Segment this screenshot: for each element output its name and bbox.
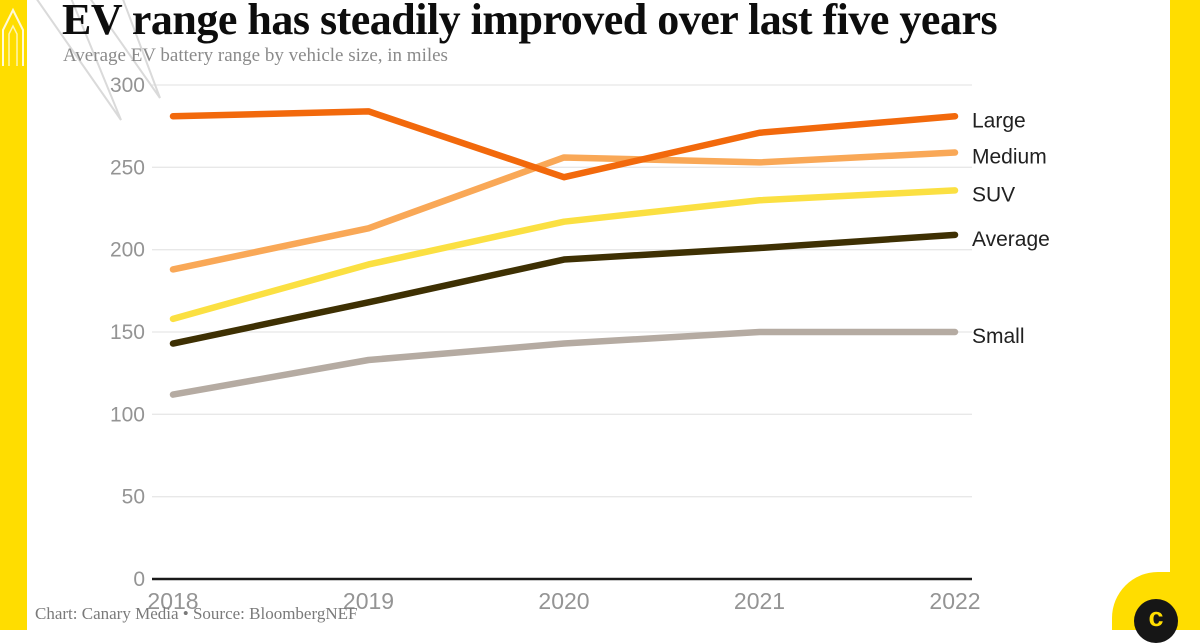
x-tick-label-2019: 2019 [343,588,394,614]
brand-arrow-trails-icon [2,0,161,121]
brand-bar-left [0,0,27,630]
y-tick-label-300: 300 [110,74,145,97]
legend-label-suv: SUV [972,183,1015,206]
series-line-small [169,328,959,398]
x-tick-label-2021: 2021 [734,588,785,614]
canary-media-logo[interactable]: c [1134,599,1178,643]
logo-letter: c [1148,602,1164,632]
legend-label-large: Large [972,109,1026,132]
y-tick-label-100: 100 [110,403,145,426]
series-line-suv [169,187,959,323]
x-tick-label-2020: 2020 [538,588,589,614]
y-tick-label-150: 150 [110,321,145,344]
chart-attribution: Chart: Canary Media • Source: BloombergN… [35,604,358,623]
y-tick-label-250: 250 [110,156,145,179]
x-tick-label-2018: 2018 [147,588,198,614]
series-line-large [169,108,959,181]
legend-label-small: Small [972,325,1025,348]
y-tick-label-0: 0 [133,568,145,591]
y-tick-label-200: 200 [110,239,145,262]
page-title: EV range has steadily improved over last… [62,0,998,44]
line-chart: 0 50 100 150 200 250 300 2018 2019 2020 2021 2022 La… [110,74,1050,614]
series-line-medium [169,149,959,273]
legend-label-medium: Medium [972,146,1047,169]
y-tick-label-50: 50 [122,486,145,509]
series-line-average [169,231,959,347]
page-subtitle: Average EV battery range by vehicle size… [63,45,448,66]
brand-bar-right [1170,0,1200,630]
x-tick-label-2022: 2022 [929,588,980,614]
legend-label-average: Average [972,228,1050,251]
